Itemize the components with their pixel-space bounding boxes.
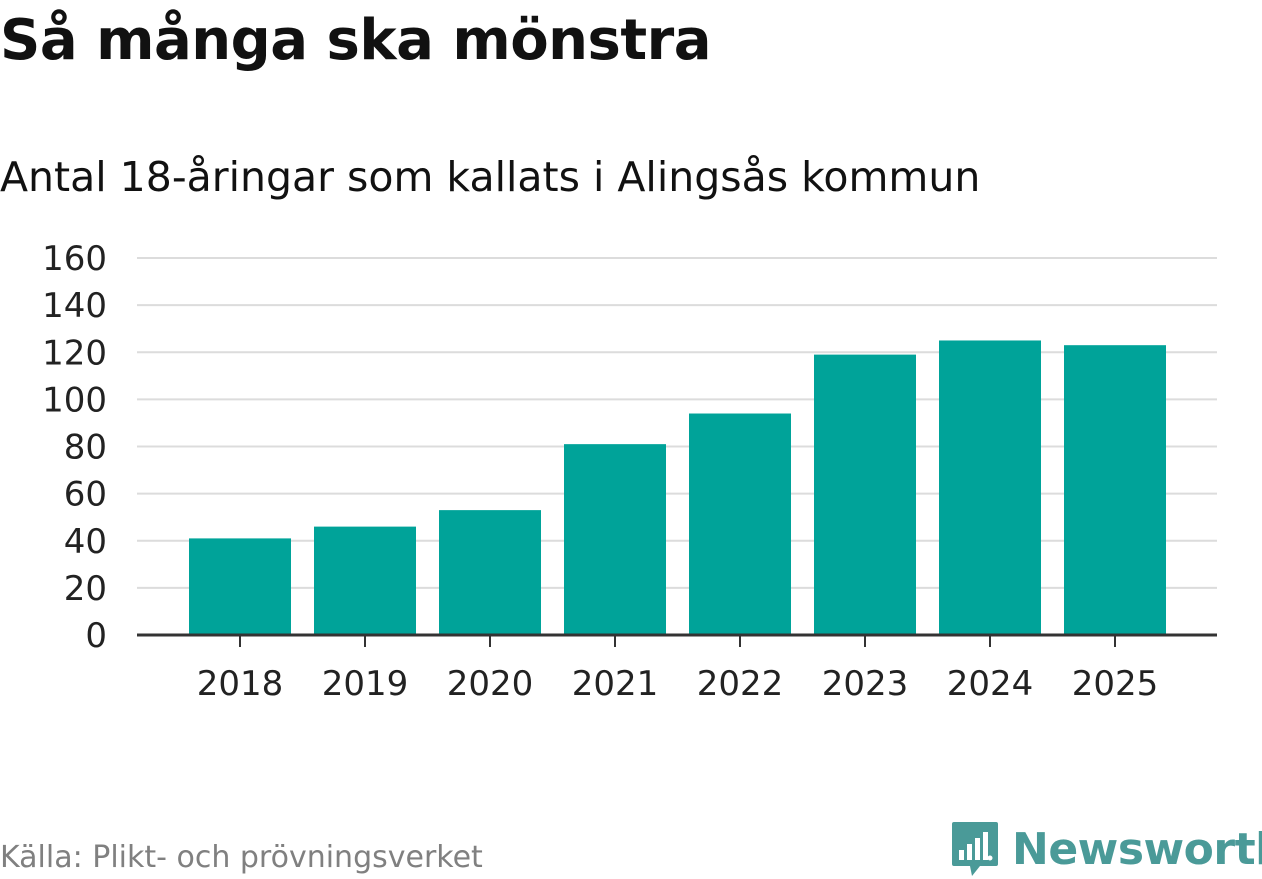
x-tick-label: 2024 [947,664,1034,704]
bar-2018 [189,538,291,635]
x-axis-tick-labels: 2018 2019 2020 2021 2022 2023 2024 2025 [197,664,1159,704]
bar-2019 [314,526,416,635]
y-tick-label: 40 [64,522,107,562]
bar-2025 [1064,345,1166,635]
source-note: Källa: Plikt- och prövningsverket [0,840,483,875]
y-axis-tick-labels: 0 20 40 60 80 100 120 140 160 [42,239,107,656]
bar-2023 [814,354,916,635]
grid-lines [137,257,1217,589]
x-tick-label: 2022 [697,664,784,704]
y-tick-label: 140 [42,286,107,326]
x-tick-label: 2025 [1072,664,1159,704]
newsworthy-logo: Newsworthy [950,820,1262,878]
newsworthy-logo-icon [952,822,998,876]
y-tick-label: 80 [64,428,107,468]
y-tick-label: 120 [42,333,107,373]
bars [189,340,1166,635]
x-tick-label: 2020 [447,664,534,704]
bar-2022 [689,413,791,635]
y-tick-label: 100 [42,380,107,420]
x-axis [137,633,1217,647]
x-tick-label: 2019 [322,664,409,704]
chart-title: Så många ska mönstra [0,8,712,73]
y-tick-label: 60 [64,475,107,515]
y-tick-label: 20 [64,569,107,609]
chart-subtitle: Antal 18-åringar som kallats i Alingsås … [0,153,981,201]
x-tick-label: 2021 [572,664,659,704]
y-tick-label: 0 [85,616,107,656]
brand-name: Newsworthy [1012,823,1262,875]
y-tick-label: 160 [42,239,107,279]
x-tick-label: 2018 [197,664,284,704]
bar-2024 [939,340,1041,635]
bar-2021 [564,444,666,635]
x-tick-label: 2023 [822,664,909,704]
bar-2020 [439,510,541,635]
